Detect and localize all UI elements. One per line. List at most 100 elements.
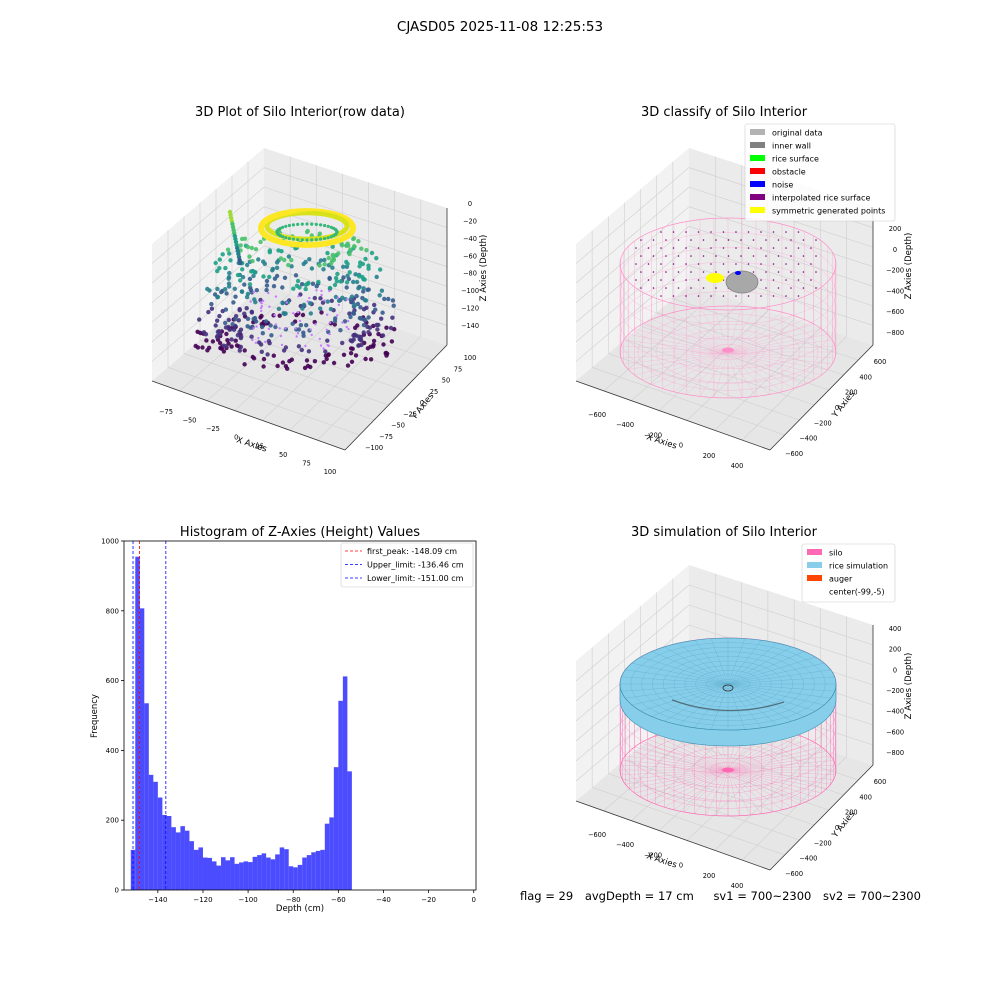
silo-floor-spoke [634,328,729,353]
data-point [384,350,389,356]
silo-floor-spoke [727,746,822,771]
y-tick-label: 200 [106,817,119,825]
wall-grid [688,604,874,666]
silo-floor-spoke [727,769,836,775]
panel-classify-legend: original data inner wall rice surface obsta… [744,123,896,222]
z-tick-label: −100 [461,287,479,295]
legend-label: auger [829,575,853,584]
silo-floor-spoke [664,769,729,808]
silo-floor-spoke [647,769,729,801]
floor-grid [183,353,375,421]
data-point [287,236,291,241]
interpolated-point [735,295,737,297]
interpolated-point [640,271,642,273]
floor-grid [742,756,847,861]
auger-marker [722,684,734,692]
sv1-text: sv1 = 700~2300 [713,889,812,903]
data-point [326,255,331,261]
data-point [374,322,379,328]
x-tick-label: 400 [731,882,744,890]
histogram-bar [189,841,194,890]
data-point [263,319,269,324]
data-point [317,263,322,268]
data-point [356,239,361,244]
data-point [338,328,343,333]
panel-classify-z-ticks: 200 0 −200 −400 −600 −800 [886,225,904,337]
x-tick-label: −20 [421,896,436,904]
silo-floor-spoke [727,315,794,353]
interpolated-point [715,271,717,273]
floor-pane [576,285,873,450]
data-point [312,295,317,301]
interpolated-point [740,255,742,257]
data-point [245,244,251,250]
data-point [369,250,375,256]
data-point [310,333,313,337]
y-tick-label: 25 [430,388,438,396]
data-point [247,282,253,287]
data-point [332,319,338,324]
data-point [300,238,304,242]
data-point [238,335,244,341]
data-point [231,300,236,305]
interpolated-point [760,295,762,297]
data-point [233,294,238,299]
data-point [377,293,382,298]
rice-mesh-spoke [710,638,729,685]
interpolated-point [790,239,792,241]
data-point [252,269,257,275]
silo-floor-spoke [699,307,729,353]
silo-floor-spoke [713,306,729,353]
data-point [292,312,295,315]
silo-floor-spoke [655,769,729,805]
floor-grid [262,319,369,421]
wall-grid [575,265,690,362]
z-tick-label: 400 [889,625,902,633]
interpolated-point [815,271,817,273]
interpolated-point [652,255,655,257]
data-point [289,264,294,269]
data-point [232,286,237,291]
histogram-bar [212,861,217,890]
data-point [345,298,349,301]
silo-floor-spoke [628,351,729,370]
interpolated-point [685,295,687,297]
interpolated-point [672,263,675,265]
silo-floor-spoke [727,742,816,771]
data-point [316,279,321,285]
silo-floor-spoke [651,351,729,385]
data-point [376,331,381,337]
data-point [245,324,250,329]
silo-floor-spoke [634,351,729,376]
x-axis-line [575,380,771,451]
rice-mesh-spoke [727,683,762,728]
histogram-bar [207,857,212,890]
x-axis-line [575,800,771,871]
data-point [372,302,377,308]
data-point [213,260,218,266]
interpolated-point [677,271,680,273]
silo-floor-spoke [673,312,729,353]
silo-floor-spoke [713,351,729,398]
panel-raw-x-ticks: −75 −50 −25 0 25 50 75 100 [159,408,336,476]
histogram-bar [243,861,249,890]
data-point [249,269,254,274]
x-tick-label: 200 [703,872,716,880]
legend-label: inner wall [772,142,811,151]
interpolated-point [727,255,730,257]
panel-sim-rice-surface [619,637,837,773]
silo-floor-spoke [620,765,729,771]
floor-grid [640,325,829,391]
data-point [325,299,330,304]
x-axis-line [151,380,346,451]
interpolated-point [810,247,812,249]
y-tick-label: −100 [365,444,383,452]
data-point [224,344,229,349]
rice-mesh-spoke [631,662,729,685]
interpolated-point [677,255,680,257]
data-point [356,286,361,291]
histogram-frame [123,540,477,891]
data-point [322,257,327,263]
